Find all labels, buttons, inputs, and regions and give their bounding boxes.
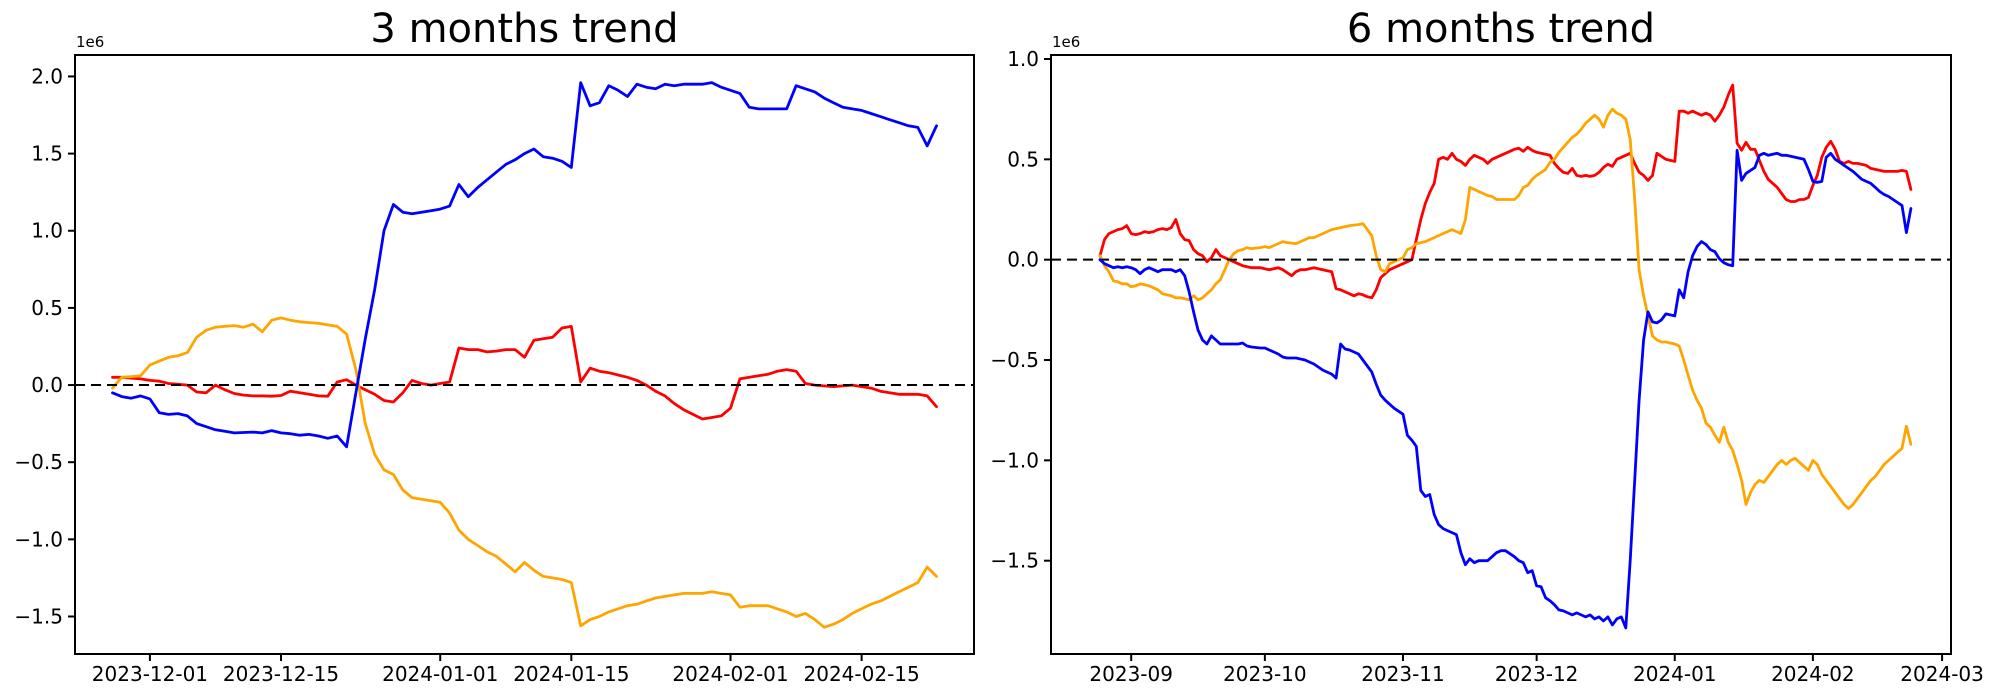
x-tick-label: 2024-03 (1900, 662, 1984, 686)
axes-spines (74, 54, 975, 655)
x-axis: 2023-09 2023-10 2023-11 2023-12 2024-01 2024-… (1089, 654, 1984, 686)
series-red-line (1098, 83, 1913, 300)
x-tick-label: 2024-01-01 (382, 662, 498, 686)
x-tick-label: 2023-10 (1223, 662, 1307, 686)
y-tick-label: −0.5 (14, 450, 63, 474)
series-blue-line (1098, 148, 1913, 630)
y-tick-label: 0.0 (1007, 248, 1039, 272)
x-tick-label: 2023-11 (1361, 662, 1445, 686)
x-tick-label: 2024-02 (1771, 662, 1855, 686)
x-axis: 2023-12-01 2023-12-15 2024-01-01 2024-01-15… (92, 654, 920, 686)
y-axis: −1.5 −1.0 −0.5 0.0 0.5 1.0 (990, 47, 1051, 573)
chart-title: 6 months trend (1347, 6, 1655, 52)
axes-spines (1050, 54, 1952, 655)
axis-offset-label: 1e6 (1052, 33, 1080, 51)
x-tick-label: 2023-12 (1495, 662, 1579, 686)
y-axis: −1.5 −1.0 −0.5 0.0 0.5 1.0 1.5 2.0 (14, 64, 75, 629)
chart-title: 3 months trend (370, 6, 678, 52)
y-tick-label: 2.0 (31, 64, 63, 88)
y-tick-label: 0.5 (31, 296, 63, 320)
y-tick-label: −1.0 (14, 527, 63, 551)
y-tick-label: 1.0 (31, 219, 63, 243)
x-tick-label: 2024-02-15 (804, 662, 920, 686)
y-tick-label: 1.0 (1007, 47, 1039, 71)
x-tick-label: 2024-02-01 (672, 662, 788, 686)
y-tick-label: 0.0 (31, 373, 63, 397)
y-tick-label: 1.5 (31, 142, 63, 166)
y-tick-label: −0.5 (990, 348, 1039, 372)
series-orange-line (111, 316, 938, 629)
x-tick-label: 2024-01 (1633, 662, 1717, 686)
x-tick-label: 2023-12-01 (92, 662, 208, 686)
y-tick-label: −1.5 (14, 605, 63, 629)
series-blue-line (111, 81, 938, 449)
series-orange-line (1098, 107, 1913, 510)
y-tick-label: −1.5 (990, 549, 1039, 573)
x-tick-label: 2023-09 (1089, 662, 1173, 686)
axis-offset-label: 1e6 (76, 33, 104, 51)
x-tick-label: 2023-12-15 (223, 662, 339, 686)
y-tick-label: 0.5 (1007, 147, 1039, 171)
x-tick-label: 2024-01-15 (513, 662, 629, 686)
series-red-line (111, 324, 938, 421)
y-tick-label: −1.0 (990, 448, 1039, 472)
